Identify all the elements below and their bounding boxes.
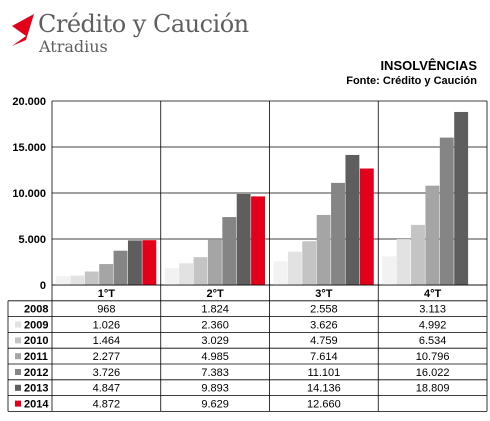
y-tick-label: 15.000	[12, 142, 46, 154]
category-label: 4°T	[424, 288, 442, 300]
brand-name: Crédito y Caución	[38, 10, 249, 38]
bar-2010-0	[84, 271, 99, 285]
category-label: 3°T	[315, 288, 333, 300]
series-label: 2012	[24, 367, 48, 379]
table-cell: 3.726	[93, 367, 121, 379]
table-cell: 14.136	[307, 383, 341, 395]
logo-mark-icon	[12, 14, 34, 46]
bar-2009-2	[287, 251, 302, 285]
y-tick-label: 0	[40, 280, 46, 292]
bar-2008-0	[56, 276, 70, 285]
bar-2010-2	[302, 241, 317, 285]
table-cell: 1.464	[93, 335, 121, 347]
series-label: 2010	[24, 335, 48, 347]
table-cell: 2.558	[310, 304, 338, 316]
bar-2008-1	[164, 268, 179, 285]
bar-2011-3	[425, 185, 440, 285]
legend-swatch-2011	[15, 353, 21, 360]
brand-subtitle: Atradius	[39, 37, 108, 56]
table-cell: 4.992	[419, 319, 447, 331]
table-cell: 7.614	[310, 351, 338, 363]
table-cell: 3.029	[201, 335, 229, 347]
legend-swatch-2010	[15, 337, 21, 344]
legend-swatch-2014	[15, 400, 21, 407]
table-cell: 3.113	[419, 304, 446, 316]
table-cell: 7.383	[201, 367, 229, 379]
series-label: 2011	[24, 351, 48, 363]
table-cell: 9.893	[201, 383, 229, 395]
bar-2012-3	[439, 137, 454, 285]
bar-2012-2	[331, 182, 345, 285]
bar-2013-3	[454, 111, 469, 285]
bar-2009-1	[179, 263, 194, 285]
legend-swatch-2009	[15, 321, 21, 328]
table-cell: 12.660	[307, 398, 341, 410]
table-cell: 9.629	[201, 398, 229, 410]
series-label: 2014	[24, 398, 49, 410]
bar-2011-2	[316, 214, 331, 285]
y-tick-label: 20.000	[12, 96, 46, 108]
series-label: 2013	[24, 383, 48, 395]
bar-2012-1	[222, 217, 237, 285]
table-cell: 2.360	[201, 319, 229, 331]
bar-2012-0	[113, 250, 128, 285]
table-cell: 10.796	[416, 351, 450, 363]
bar-2011-1	[207, 239, 222, 285]
series-label: 2009	[24, 319, 48, 331]
credito-y-caucion-logo	[12, 14, 34, 46]
bar-2013-0	[127, 240, 142, 285]
bar-2014-2	[359, 168, 374, 285]
bar-2011-0	[99, 264, 114, 285]
bar-2010-1	[193, 257, 208, 285]
bar-2008-2	[273, 261, 288, 285]
bar-2010-3	[411, 224, 425, 285]
y-tick-label: 10.000	[12, 188, 46, 200]
table-cell: 4.847	[93, 383, 121, 395]
bar-2008-3	[382, 256, 397, 285]
table-cell: 16.022	[416, 367, 450, 379]
chart-source: Fonte: Crédito y Caución	[346, 75, 477, 87]
table-cell: 4.759	[310, 335, 338, 347]
chart-title: INSOLVÊNCIAS	[380, 58, 477, 73]
table-cell: 4.872	[93, 398, 121, 410]
bar-2009-3	[396, 239, 411, 285]
table-cell: 18.809	[416, 383, 450, 395]
table-cell: 1.824	[201, 304, 229, 316]
bar-2014-0	[142, 240, 157, 285]
table-cell: 4.985	[201, 351, 229, 363]
bar-2013-2	[345, 154, 360, 285]
bar-2014-1	[251, 196, 265, 285]
legend-swatch-2012	[15, 369, 21, 375]
table-cell: 3.626	[310, 319, 338, 331]
y-tick-label: 5.000	[18, 234, 46, 246]
category-label: 2°T	[207, 288, 225, 300]
legend-swatch-2013	[15, 384, 21, 391]
category-label: 1°T	[98, 288, 116, 300]
table-cell: 1.026	[93, 319, 121, 331]
table-cell: 968	[97, 304, 115, 316]
table-cell: 6.534	[419, 335, 447, 347]
series-label: 2008	[24, 304, 48, 316]
table-cell: 11.101	[307, 367, 340, 379]
table-cell: 2.277	[93, 351, 121, 363]
bar-2013-1	[236, 193, 251, 285]
bar-2009-0	[70, 275, 85, 285]
